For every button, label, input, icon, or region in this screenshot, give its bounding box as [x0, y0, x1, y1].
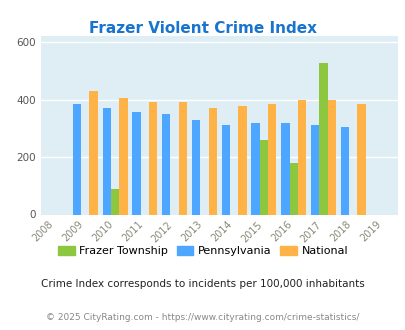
Bar [72, 104, 81, 214]
Bar [162, 115, 170, 214]
Bar [89, 91, 98, 214]
Legend: Frazer Township, Pennsylvania, National: Frazer Township, Pennsylvania, National [53, 242, 352, 261]
Bar [221, 125, 229, 214]
Bar [267, 104, 276, 214]
Bar [251, 123, 259, 214]
Bar [340, 127, 348, 214]
Bar [310, 125, 318, 214]
Bar [149, 102, 157, 214]
Text: © 2025 CityRating.com - https://www.cityrating.com/crime-statistics/: © 2025 CityRating.com - https://www.city… [46, 313, 359, 322]
Bar [356, 104, 365, 214]
Text: Frazer Violent Crime Index: Frazer Violent Crime Index [89, 21, 316, 36]
Bar [297, 100, 305, 214]
Bar [281, 123, 289, 214]
Bar [178, 102, 187, 214]
Bar [102, 108, 111, 214]
Bar [132, 112, 140, 214]
Bar [192, 120, 200, 214]
Bar [289, 163, 297, 214]
Text: Crime Index corresponds to incidents per 100,000 inhabitants: Crime Index corresponds to incidents per… [41, 279, 364, 289]
Bar [119, 98, 127, 214]
Bar [259, 140, 267, 214]
Bar [208, 108, 216, 214]
Bar [327, 100, 335, 214]
Bar [318, 63, 327, 214]
Bar [111, 189, 119, 214]
Bar [238, 106, 246, 214]
